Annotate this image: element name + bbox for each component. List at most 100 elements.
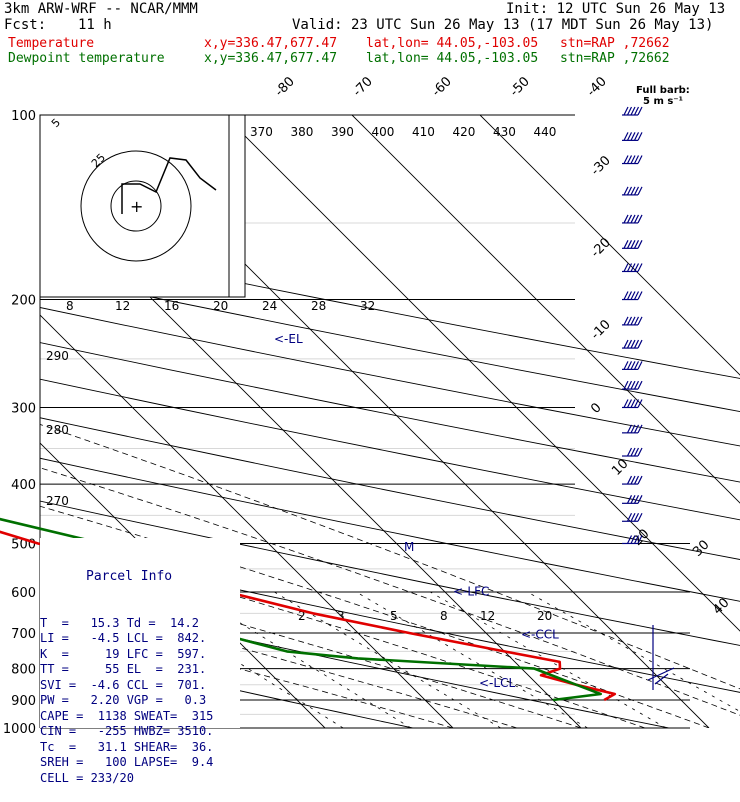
dry-adiabat bbox=[40, 273, 740, 412]
hodograph-trace bbox=[121, 157, 217, 214]
parcel-info-title: Parcel Info bbox=[86, 569, 173, 584]
mixing-ratio-label: 5 bbox=[390, 609, 398, 623]
parcel-level-marker: <-LFC bbox=[453, 585, 489, 599]
theta-label: 370 bbox=[250, 125, 273, 139]
dewpoint-legend: Dewpoint temperature bbox=[8, 51, 165, 66]
parcel-info-row: K = 19 LFC = 597. bbox=[40, 646, 207, 661]
dry-adiabat bbox=[40, 342, 740, 483]
dry-adiabat bbox=[40, 241, 740, 379]
wind-barb bbox=[622, 263, 643, 273]
temperature-line bbox=[0, 530, 617, 702]
theta-label: 290 bbox=[46, 349, 69, 363]
mixing-ratio-label: 8 bbox=[440, 609, 448, 623]
mixing-ratio-label: 20 bbox=[537, 609, 552, 623]
temperature-latlon: lat,lon= 44.05,-103.05 bbox=[366, 36, 539, 51]
hodograph-speed-label: 32 bbox=[360, 299, 375, 313]
hodograph-box bbox=[39, 114, 246, 298]
temperature-legend: Temperature bbox=[8, 36, 95, 51]
wind-barb bbox=[622, 535, 643, 545]
pressure-tick-label: 300 bbox=[11, 401, 36, 416]
wind-barb bbox=[622, 339, 643, 349]
mixing-ratio-label: 3 bbox=[337, 609, 345, 623]
hodograph-speed-label: 12 bbox=[115, 299, 130, 313]
theta-label: 420 bbox=[453, 125, 476, 139]
moist-adiabat bbox=[40, 594, 518, 728]
pressure-tick-label: 100 bbox=[11, 109, 36, 124]
parcel-info-row: CIN = -255 HWBZ= 3510. bbox=[40, 724, 214, 738]
theta-label: 410 bbox=[412, 125, 435, 139]
wind-barb bbox=[622, 513, 643, 522]
parcel-info-row: LI = -4.5 LCL = 842. bbox=[40, 631, 207, 645]
init-time: Init: 12 UTC Sun 26 May 13 bbox=[506, 1, 726, 17]
wind-barb bbox=[622, 475, 643, 485]
hodograph-speed-label: 28 bbox=[311, 299, 326, 313]
isotherm-label: -20 bbox=[588, 235, 614, 261]
parcel-level-marker: M bbox=[404, 540, 414, 554]
theta-label: 390 bbox=[331, 125, 354, 139]
isotherm-label: -10 bbox=[588, 317, 614, 343]
dewpoint-station: stn=RAP ,72662 bbox=[560, 51, 670, 66]
parcel-level-marker: <-CCL bbox=[521, 627, 559, 641]
wind-barb bbox=[622, 399, 643, 409]
parcel-info-row: Tc = 31.1 SHEAR= 36. bbox=[40, 739, 214, 754]
isotherm-label: 10 bbox=[609, 457, 631, 479]
isotherm-label: -80 bbox=[272, 74, 298, 100]
theta-label: 270 bbox=[46, 494, 69, 508]
wind-barb bbox=[622, 495, 643, 504]
parcel-info-row: TT = 55 EL = 231. bbox=[40, 662, 207, 676]
forecast-label: Fcst: bbox=[4, 17, 47, 33]
model-title: 3km ARW-WRF -- NCAR/MMM bbox=[4, 1, 198, 17]
valid-time: Valid: 23 UTC Sun 26 May 13 (17 MDT Sun … bbox=[292, 17, 714, 33]
barb-legend-title: Full barb: bbox=[636, 85, 690, 96]
pressure-tick-label: 1000 bbox=[3, 722, 36, 737]
wind-barb bbox=[647, 625, 675, 690]
parcel-level-marker: <-EL bbox=[274, 332, 303, 346]
parcel-info-row: CAPE = 1138 SWEAT= 315 bbox=[40, 708, 214, 723]
isotherm bbox=[223, 115, 740, 632]
hodograph-ring bbox=[110, 180, 162, 232]
isotherm-label: -60 bbox=[429, 74, 455, 100]
parcel-level-marker: <-LCL bbox=[479, 676, 515, 690]
isotherm-label: 0 bbox=[588, 400, 604, 416]
dry-adiabat bbox=[40, 307, 740, 447]
wind-barb bbox=[622, 447, 643, 457]
temperature-xy: x,y=336.47,677.47 bbox=[204, 36, 338, 51]
parcel-info-panel: Parcel Info T = 15.3 Td = 14.2 LI = -4.5 … bbox=[40, 538, 240, 785]
pressure-tick-label: 800 bbox=[11, 663, 36, 678]
isotherm-label: -40 bbox=[584, 74, 610, 100]
parcel-info-row: CELL = 233/20 bbox=[40, 770, 134, 785]
theta-label: 430 bbox=[493, 125, 516, 139]
dry-adiabat bbox=[40, 500, 740, 646]
moist-adiabat bbox=[40, 505, 710, 728]
isotherm-label: -30 bbox=[588, 153, 614, 179]
pressure-tick-label: 400 bbox=[11, 478, 36, 493]
wind-barb bbox=[622, 291, 643, 301]
wind-barb bbox=[622, 240, 643, 249]
dewpoint-xy: x,y=336.47,677.47 bbox=[204, 51, 338, 66]
theta-label: 400 bbox=[372, 125, 395, 139]
hodograph-speed-label: 20 bbox=[213, 299, 228, 313]
wind-barb bbox=[622, 380, 643, 390]
theta-label: 380 bbox=[291, 125, 314, 139]
wind-barb bbox=[622, 424, 643, 434]
dewpoint-latlon: lat,lon= 44.05,-103.05 bbox=[366, 51, 539, 66]
temperature-station: stn=RAP ,72662 bbox=[560, 36, 670, 51]
theta-label: 440 bbox=[534, 125, 557, 139]
wind-barb bbox=[622, 132, 643, 141]
isotherm-label: 30 bbox=[690, 538, 712, 560]
wind-barb bbox=[622, 361, 643, 370]
hodograph-speed-label: 8 bbox=[66, 299, 74, 313]
theta-label: 280 bbox=[46, 423, 69, 437]
hodograph-ring bbox=[80, 150, 192, 262]
parcel-info-row: T = 15.3 Td = 14.2 bbox=[40, 615, 199, 630]
isotherm bbox=[479, 115, 740, 376]
dry-adiabat bbox=[40, 457, 740, 602]
forecast-hours: 11 h bbox=[78, 17, 112, 33]
wind-barb bbox=[622, 155, 643, 165]
mixing-ratio-label: 12 bbox=[480, 609, 495, 623]
isotherm bbox=[40, 314, 454, 728]
isotherm bbox=[351, 115, 740, 504]
wind-barb bbox=[622, 214, 643, 224]
pressure-tick-label: 600 bbox=[11, 586, 36, 601]
